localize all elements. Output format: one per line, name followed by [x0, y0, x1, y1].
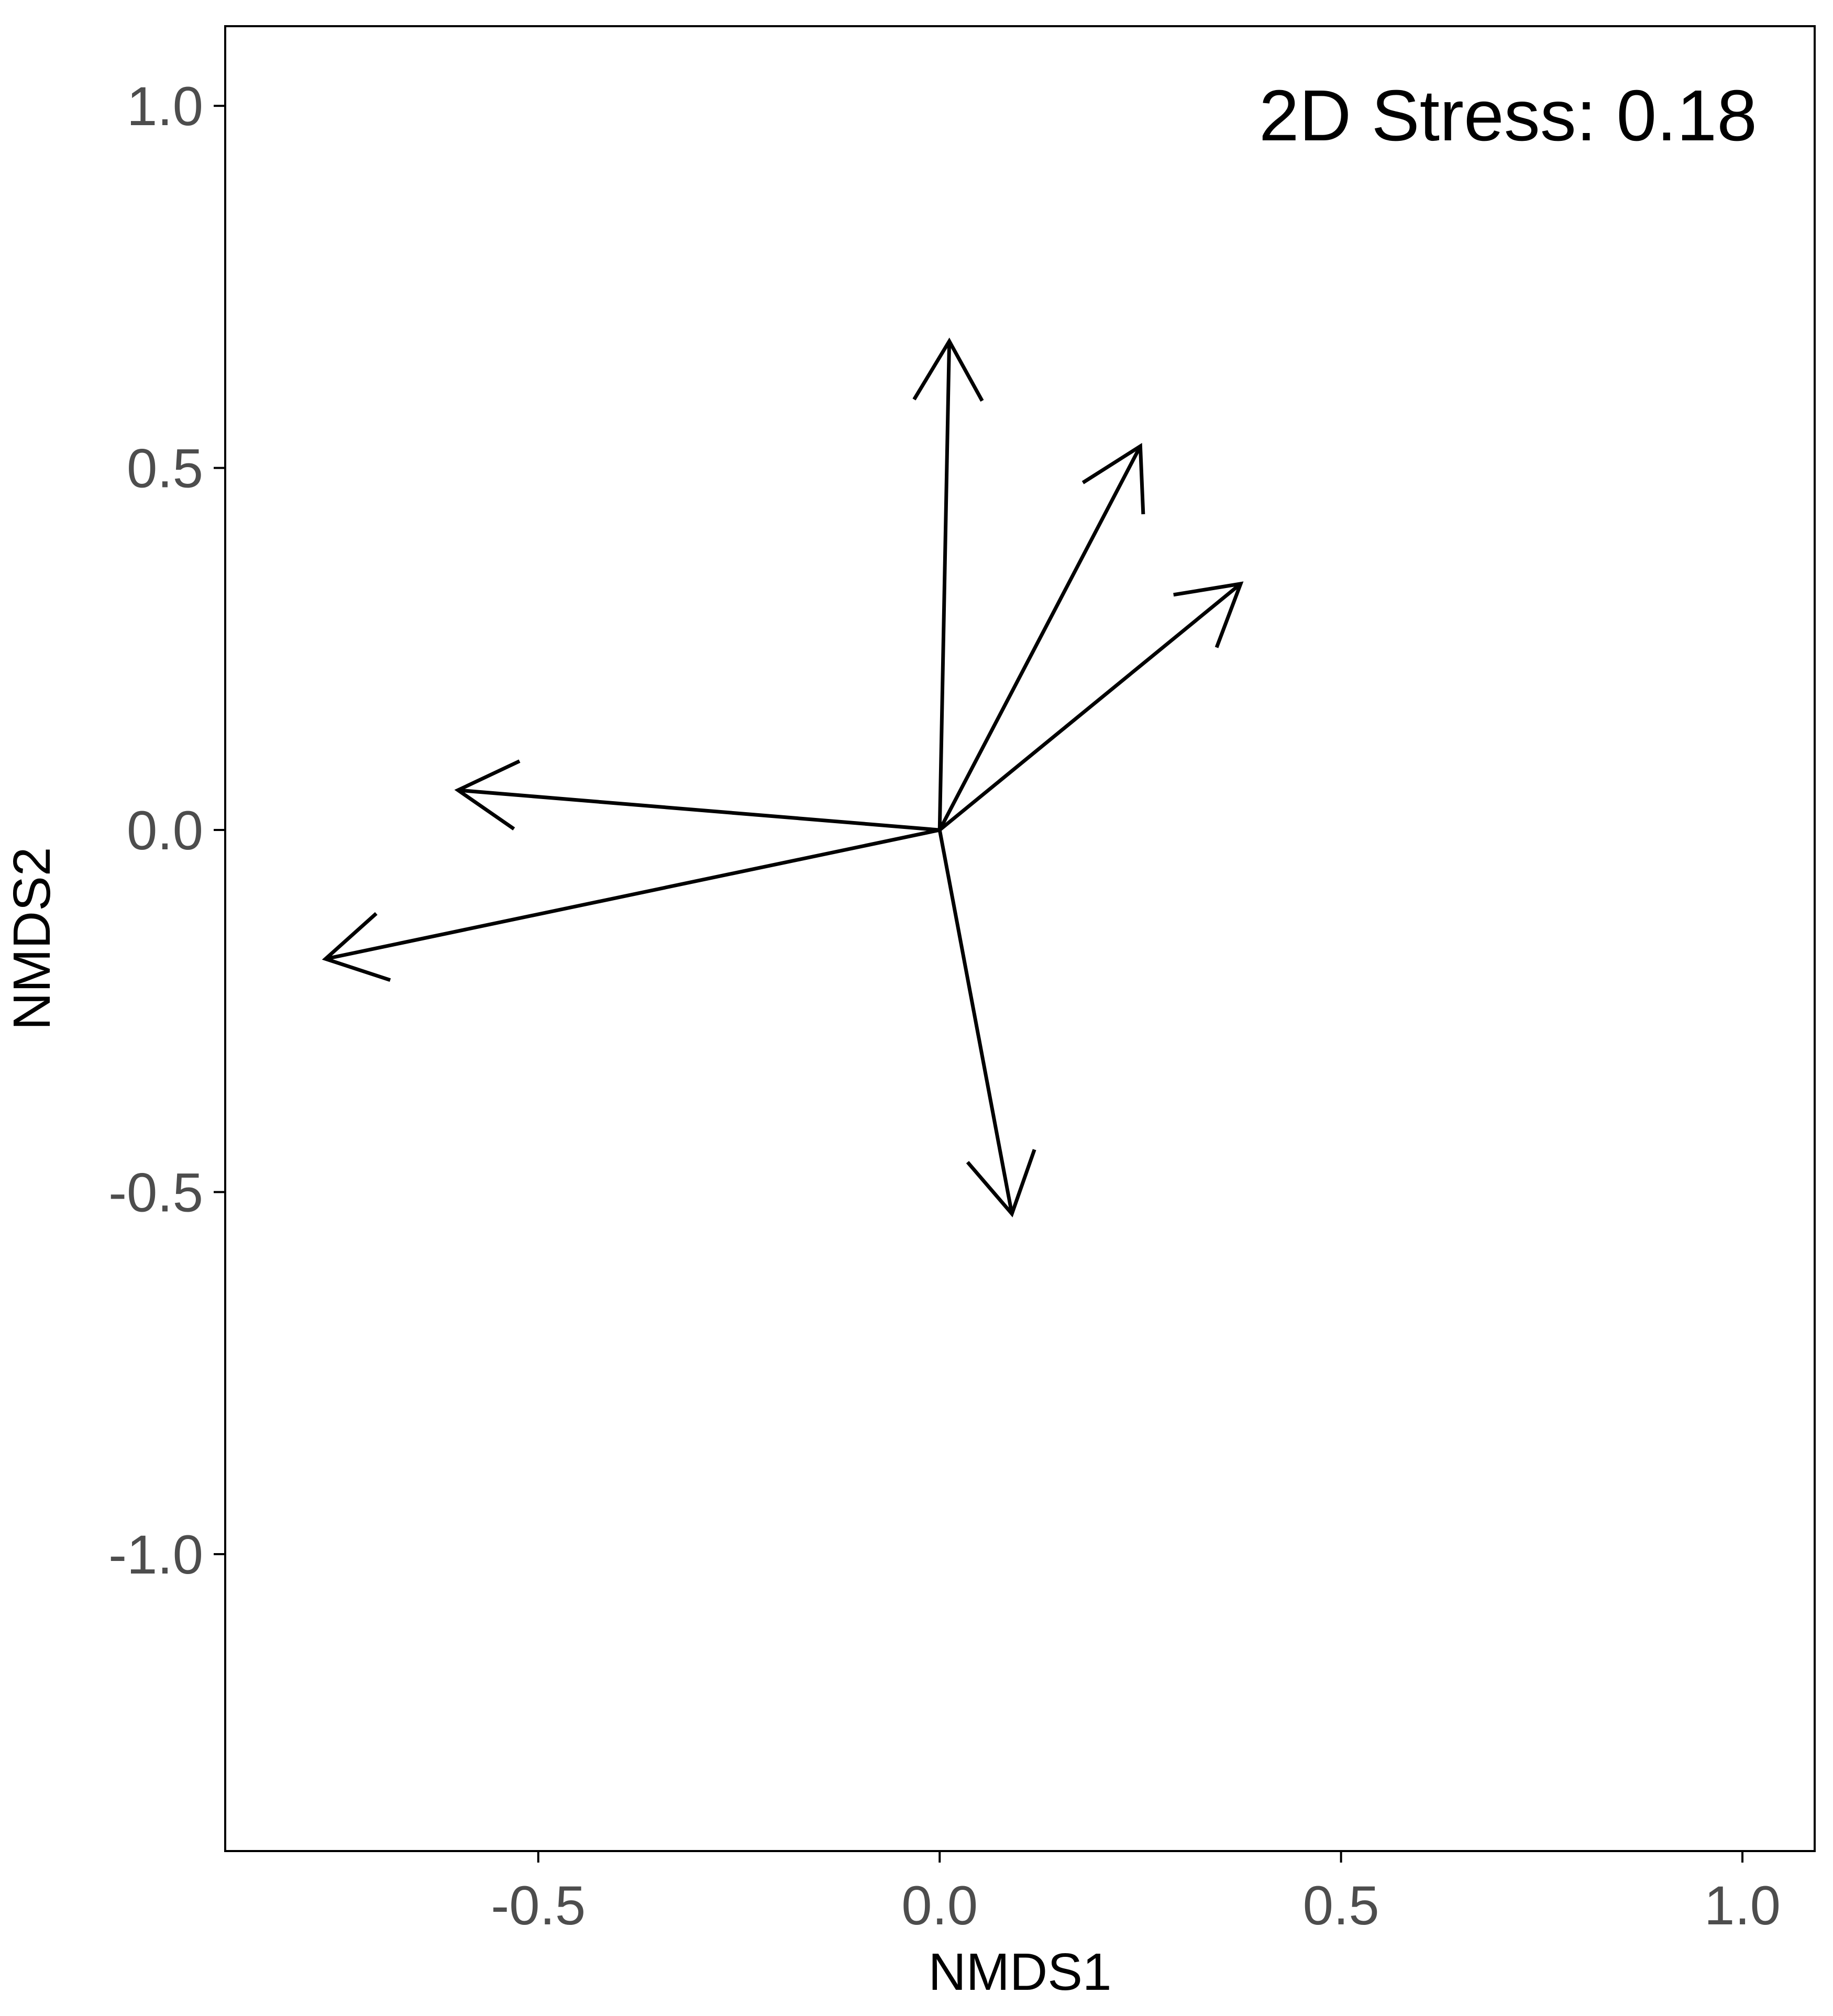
vector-arrow [938, 442, 1145, 831]
vector-arrow-shaft [937, 341, 952, 830]
vector-arrow-head [1173, 581, 1244, 648]
vector-arrow-shaft [937, 829, 1014, 1214]
vector-arrow-head [454, 759, 521, 830]
y-tick-label: 0.5 [127, 438, 203, 500]
vector-arrow [912, 337, 984, 830]
x-tick-label: 0.0 [901, 1875, 978, 1936]
x-tick-label: 1.0 [1704, 1875, 1781, 1936]
y-axis-title: NMDS2 [3, 847, 61, 1030]
vector-arrow [322, 828, 940, 982]
vector-arrow-head [912, 337, 984, 402]
vector-arrows [322, 337, 1244, 1217]
y-tick-label: -0.5 [108, 1162, 203, 1224]
vector-arrow-head [322, 912, 391, 982]
vector-arrow-shaft [938, 445, 1142, 831]
x-tick-label: -0.5 [491, 1875, 586, 1936]
vector-arrow [937, 829, 1036, 1217]
y-tick-label: 1.0 [127, 76, 203, 137]
y-axis-ticks: -1.0 -0.5 0.0 0.5 1.0 [108, 76, 225, 1586]
vector-arrow-shaft [938, 582, 1242, 832]
vector-arrow-head [1081, 442, 1145, 515]
vector-arrow [938, 581, 1244, 832]
y-tick-label: -1.0 [108, 1524, 203, 1586]
y-tick-label: 0.0 [127, 800, 203, 861]
vector-arrow [454, 759, 940, 832]
stress-annotation: 2D Stress: 0.18 [1259, 75, 1757, 156]
plot-panel-border [224, 25, 1816, 1852]
x-axis-title: NMDS1 [928, 1943, 1111, 2001]
vector-arrow-shaft [325, 828, 940, 961]
vector-arrow-shaft [458, 788, 940, 832]
x-axis-ticks: -0.5 0.0 0.5 1.0 [491, 1851, 1781, 1936]
x-tick-label: 0.5 [1303, 1875, 1379, 1936]
vector-arrow-head [966, 1149, 1036, 1217]
